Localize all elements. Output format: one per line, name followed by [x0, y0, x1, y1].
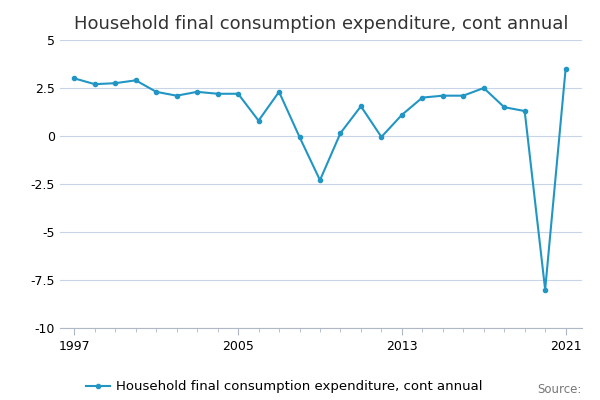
Household final consumption expenditure, cont annual — [358, 104, 365, 109]
Text: Source:: Source: — [538, 383, 582, 396]
Household final consumption expenditure, cont annual — [460, 93, 467, 98]
Household final consumption expenditure, cont annual — [398, 112, 406, 117]
Household final consumption expenditure, cont annual — [71, 76, 78, 81]
Title: Household final consumption expenditure, cont annual: Household final consumption expenditure,… — [74, 15, 568, 33]
Legend: Household final consumption expenditure, cont annual: Household final consumption expenditure,… — [81, 375, 488, 398]
Household final consumption expenditure, cont annual — [255, 118, 262, 123]
Household final consumption expenditure, cont annual — [173, 93, 180, 98]
Household final consumption expenditure, cont annual — [542, 287, 549, 292]
Household final consumption expenditure, cont annual — [296, 134, 303, 139]
Household final consumption expenditure, cont annual — [480, 86, 487, 90]
Household final consumption expenditure, cont annual — [214, 91, 221, 96]
Household final consumption expenditure, cont annual — [132, 78, 139, 83]
Household final consumption expenditure, cont annual — [378, 134, 385, 139]
Household final consumption expenditure, cont annual — [521, 109, 528, 114]
Household final consumption expenditure, cont annual — [235, 91, 242, 96]
Household final consumption expenditure, cont annual — [337, 131, 344, 136]
Household final consumption expenditure, cont annual — [500, 105, 508, 110]
Household final consumption expenditure, cont annual — [194, 90, 201, 94]
Household final consumption expenditure, cont annual — [275, 90, 283, 94]
Household final consumption expenditure, cont annual — [91, 82, 98, 86]
Household final consumption expenditure, cont annual — [439, 93, 446, 98]
Household final consumption expenditure, cont annual — [112, 81, 119, 86]
Household final consumption expenditure, cont annual — [152, 90, 160, 94]
Household final consumption expenditure, cont annual — [562, 66, 569, 71]
Household final consumption expenditure, cont annual — [316, 178, 323, 182]
Household final consumption expenditure, cont annual — [419, 95, 426, 100]
Line: Household final consumption expenditure, cont annual: Household final consumption expenditure,… — [72, 67, 568, 292]
